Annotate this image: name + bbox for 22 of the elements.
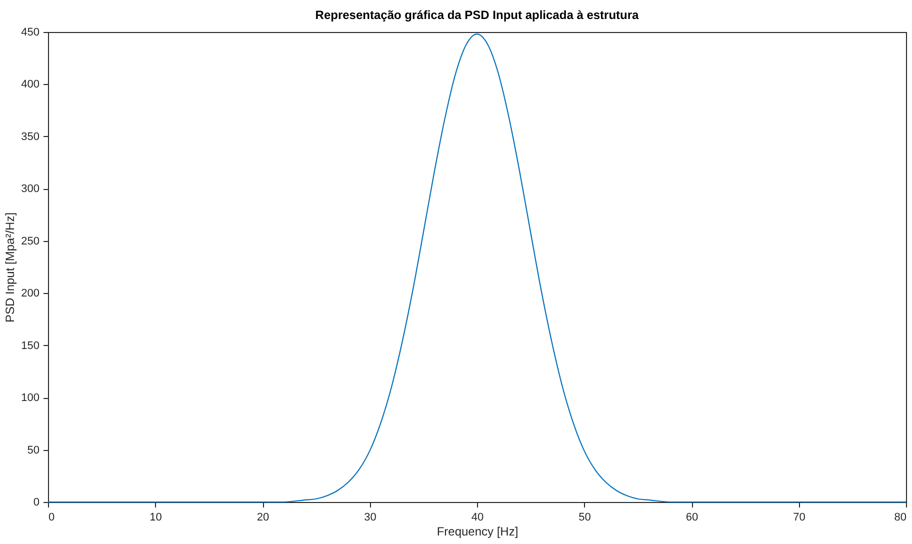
- x-tick-label: 30: [364, 512, 376, 524]
- x-tick-label: 70: [793, 512, 806, 524]
- y-tick-label: 400: [21, 78, 40, 91]
- y-tick-label: 300: [21, 183, 40, 196]
- x-axis-title: Frequency [Hz]: [436, 524, 518, 538]
- y-axis-title: PSD Input [Mpa²/Hz]: [3, 212, 18, 323]
- y-tick-label: 0: [33, 496, 40, 508]
- x-tick-label: 60: [686, 512, 698, 524]
- y-tick-label: 450: [21, 26, 40, 38]
- x-tick-label: 20: [256, 512, 270, 524]
- x-tick-label: 50: [578, 512, 591, 524]
- y-tick-label: 150: [21, 340, 40, 352]
- chart-title: Representação gráfica da PSD Input aplicada à estrutura: [315, 8, 640, 22]
- y-tick-label: 100: [21, 392, 40, 404]
- y-tick-label: 350: [21, 130, 40, 143]
- x-tick-label: 10: [150, 512, 162, 524]
- y-tick-label: 50: [27, 444, 40, 456]
- x-tick-label: 80: [894, 512, 906, 524]
- y-tick-label: 200: [21, 288, 40, 300]
- x-tick-label: 40: [471, 512, 484, 524]
- x-tick-label: 0: [48, 512, 55, 524]
- y-tick-label: 250: [21, 235, 40, 248]
